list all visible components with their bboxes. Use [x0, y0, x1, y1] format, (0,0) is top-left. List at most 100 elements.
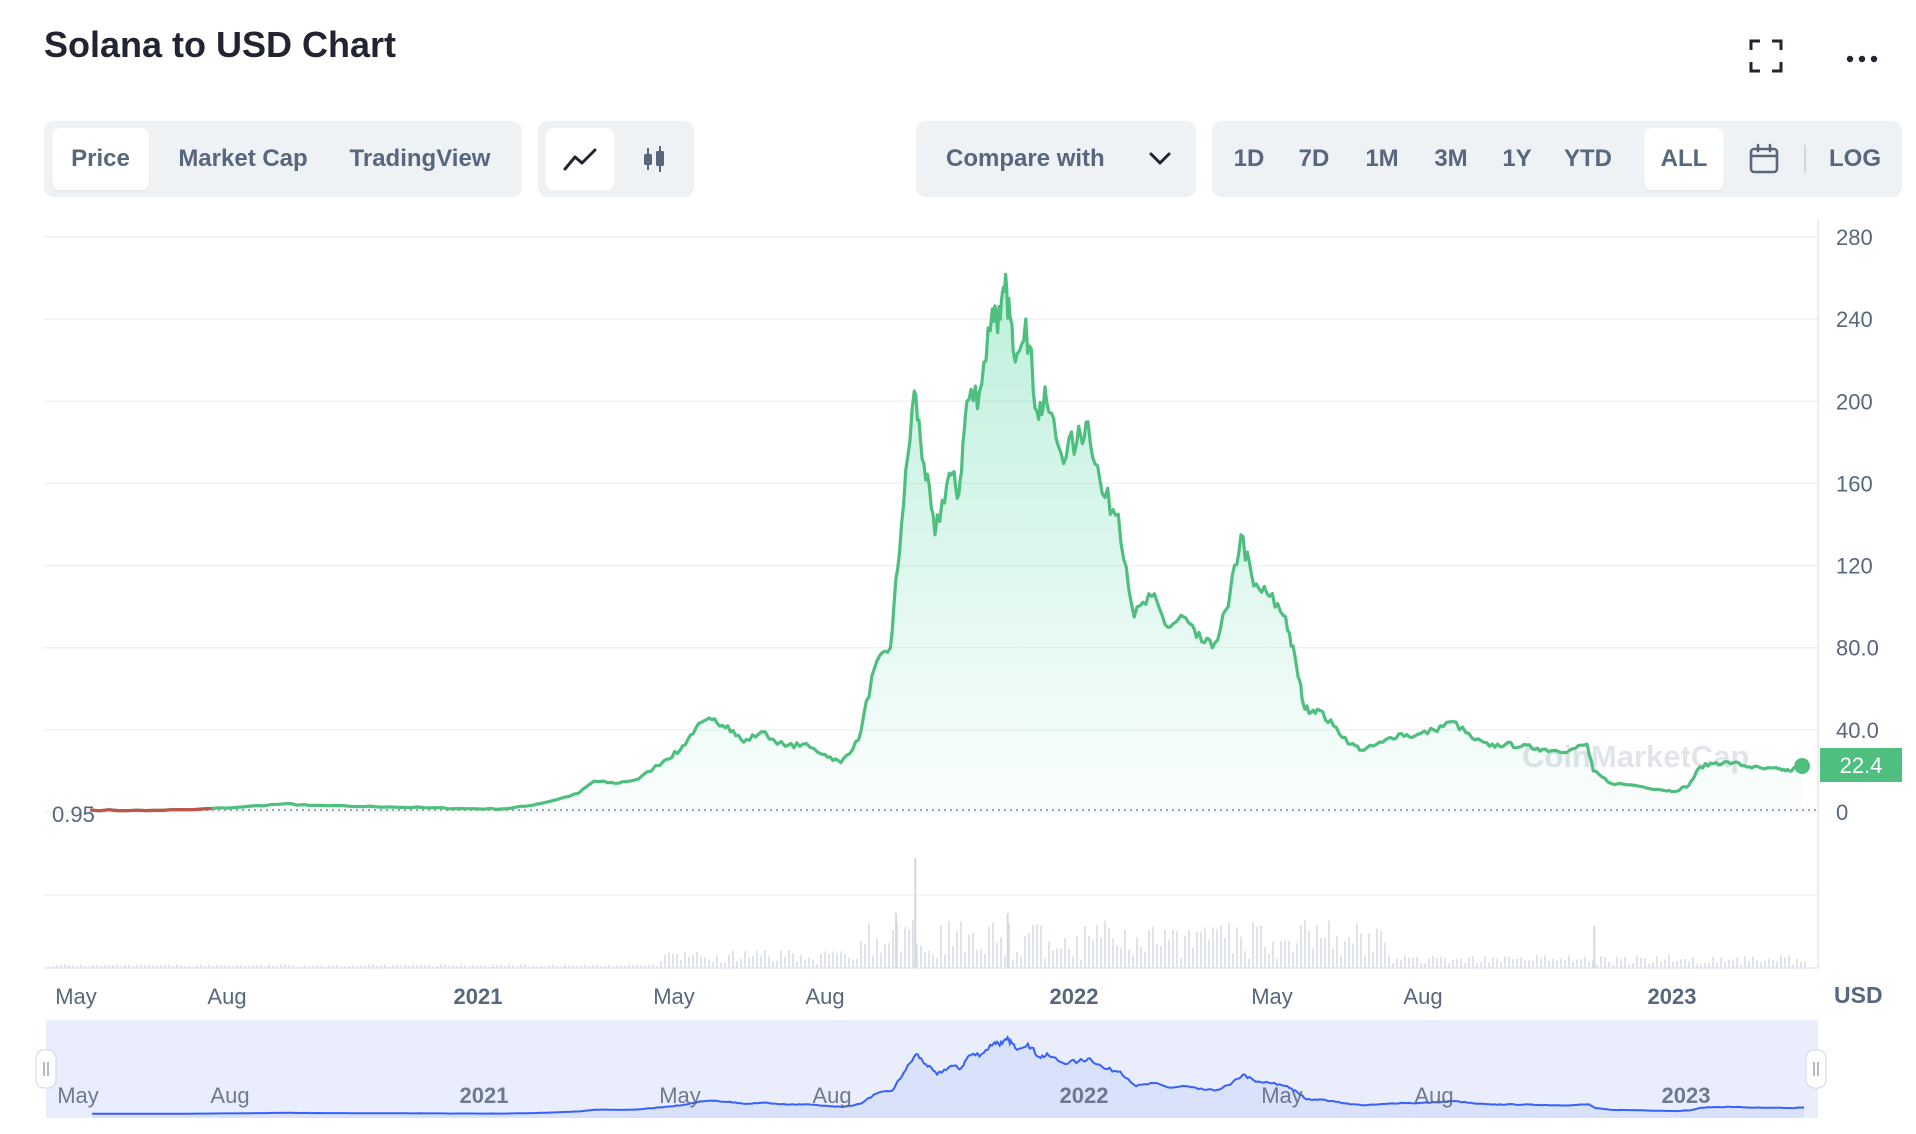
volume-bar [724, 962, 726, 968]
volume-bar [200, 964, 202, 968]
chart-grid [44, 220, 1819, 969]
navigator-selection [46, 1020, 1818, 1118]
log-toggle[interactable]: LOG [1829, 145, 1881, 172]
calendar-icon[interactable] [1734, 128, 1794, 190]
chevron-down-icon [1148, 149, 1172, 174]
volume-bar [552, 964, 554, 968]
volume-bar [160, 964, 162, 968]
volume-bar [1593, 926, 1596, 968]
volume-bar [52, 966, 54, 968]
navigator-tick-label: 2022 [1060, 1083, 1109, 1108]
tab-market-cap[interactable]: Market Cap [178, 145, 308, 172]
range-3m[interactable]: 3M [1434, 145, 1468, 172]
compare-dropdown[interactable]: Compare with [916, 121, 1196, 197]
volume-bar [708, 959, 710, 968]
line-chart-icon[interactable] [546, 128, 614, 190]
volume-bar [240, 964, 242, 968]
volume-bar [1192, 947, 1194, 968]
more-options-icon[interactable] [1844, 38, 1880, 74]
navigator-tick-label: Aug [210, 1083, 249, 1108]
volume-bar [1212, 927, 1214, 968]
tab-price[interactable]: Price [52, 128, 149, 190]
range-1m[interactable]: 1M [1365, 145, 1399, 172]
volume-bar [1476, 963, 1478, 968]
range-ytd[interactable]: YTD [1564, 145, 1612, 172]
range-divider [1804, 145, 1806, 173]
volume-bar [732, 950, 734, 968]
volume-bar [80, 964, 82, 968]
volume-bar [1496, 958, 1498, 968]
volume-bar [1308, 930, 1310, 968]
volume-bar [532, 965, 534, 968]
volume-bar [516, 966, 518, 968]
volume-bar [720, 962, 722, 968]
volume-bar [848, 957, 850, 968]
x-tick-label: 2022 [1050, 984, 1099, 1009]
volume-bar [440, 964, 442, 968]
volume-bar [988, 926, 990, 968]
volume-bar [420, 964, 422, 968]
volume-bar [964, 951, 966, 968]
volume-bar [1032, 924, 1034, 968]
volume-bar [716, 955, 718, 968]
volume-bar [1504, 956, 1506, 968]
volume-bar [832, 951, 834, 968]
volume-bar [1064, 938, 1066, 968]
volume-bar [352, 965, 354, 968]
volume-bar [1552, 958, 1554, 968]
volume-bar [884, 944, 886, 968]
range-7d[interactable]: 7D [1298, 145, 1330, 172]
volume-bar [460, 964, 462, 968]
tab-tradingview[interactable]: TradingView [349, 145, 491, 172]
volume-bar [220, 965, 222, 968]
volume-bar [168, 964, 170, 968]
volume-bar [144, 964, 146, 968]
volume-bar [1006, 913, 1009, 968]
volume-bar [1016, 952, 1018, 968]
volume-bar [1804, 961, 1806, 968]
chart-style-group [538, 121, 694, 197]
volume-bar [1492, 957, 1494, 968]
price-area [90, 274, 1803, 812]
range-1d[interactable]: 1D [1233, 145, 1265, 172]
volume-bar [1288, 940, 1290, 968]
volume-bar [1356, 923, 1358, 968]
volume-bar [468, 966, 470, 968]
volume-bar [1332, 948, 1334, 968]
volume-bar [104, 964, 106, 968]
volume-bar [1068, 948, 1070, 968]
volume-bar [1224, 937, 1226, 968]
volume-bar [124, 964, 126, 968]
volume-bar [688, 956, 690, 968]
volume-bar [308, 966, 310, 968]
volume-bar [712, 962, 714, 968]
volume-bar [972, 932, 974, 968]
range-all[interactable]: ALL [1644, 128, 1724, 190]
volume-bar [1336, 935, 1338, 968]
volume-bar [668, 952, 670, 968]
volume-bar [376, 965, 378, 968]
volume-bar [428, 964, 430, 968]
volume-bar [392, 964, 394, 968]
volume-bar [100, 965, 102, 968]
volume-bar [592, 964, 594, 968]
volume-bar [1468, 957, 1470, 968]
volume-bar [556, 966, 558, 968]
volume-bar [1108, 928, 1110, 968]
volume-bar [196, 965, 198, 968]
candlestick-icon[interactable] [620, 128, 688, 190]
volume-bar [1100, 937, 1102, 968]
volume-bar [304, 965, 306, 968]
volume-bar [1592, 959, 1594, 968]
volume-bar [616, 965, 618, 968]
navigator-handle-left [35, 1049, 57, 1089]
volume-bar [1048, 940, 1050, 968]
volume-bar [640, 965, 642, 968]
volume-bar [1480, 962, 1482, 968]
fullscreen-icon[interactable] [1748, 38, 1784, 74]
range-1y[interactable]: 1Y [1502, 145, 1532, 172]
volume-bar [1220, 925, 1222, 968]
volume-bar [180, 965, 182, 968]
volume-bar [952, 945, 954, 968]
volume-bar [1392, 963, 1394, 968]
